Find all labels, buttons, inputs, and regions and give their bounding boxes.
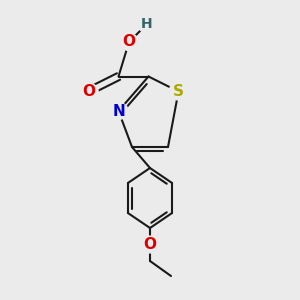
Ellipse shape [140,236,160,253]
Ellipse shape [79,83,98,100]
Text: O: O [122,34,136,50]
Text: O: O [82,84,95,99]
Ellipse shape [109,103,128,119]
Text: S: S [173,84,184,99]
Text: N: N [112,103,125,118]
Ellipse shape [169,83,188,100]
Ellipse shape [119,34,139,50]
Ellipse shape [137,16,157,32]
Text: H: H [141,17,153,31]
Text: O: O [143,237,157,252]
